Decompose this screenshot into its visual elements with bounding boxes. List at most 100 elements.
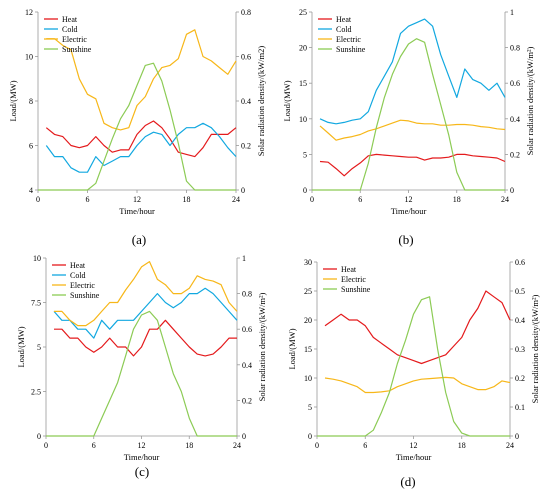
x-tick-label: 24 [501,195,509,204]
legend-label: Sunshine [336,45,366,54]
y-tick-label: 0 [303,186,307,195]
y2-tick-label: 0.6 [241,53,251,62]
y-tick-label: 20 [304,316,312,325]
panel-caption: (a) [132,232,146,247]
x-tick-label: 18 [183,195,191,204]
series-line-heat [324,290,511,365]
legend-label: Cold [336,25,352,34]
y-tick-label: 15 [299,79,307,88]
y2-axis-label: Solar radiation density/(kW/m2) [256,46,266,157]
y-tick-label: 0 [308,432,312,441]
series-line-electric [324,376,511,394]
x-tick-label: 12 [410,441,418,450]
y-tick-label: 6 [29,142,33,151]
series-line-electric [319,119,506,141]
x-tick-label: 18 [453,195,461,204]
y-tick-label: 8 [29,97,33,106]
y2-tick-label: 0.6 [242,325,252,334]
y2-tick-label: 0.2 [242,396,252,405]
y-tick-label: 5 [308,403,312,412]
legend-label: Heat [341,265,357,274]
chart-panel-3: 0 6 12 18 2402.557.51000.20.40.60.81Time/hou… [16,254,267,479]
legend-label: Electric [336,35,361,44]
legend-label: Cold [70,271,86,280]
y2-tick-label: 0 [241,186,245,195]
legend-label: Heat [70,261,86,270]
x-tick-label: 24 [232,195,240,204]
y-axis-label: Load/(MW) [8,80,18,121]
legend-label: Sunshine [341,285,371,294]
y2-tick-label: 1 [510,8,514,17]
y-tick-label: 5 [303,150,307,159]
y-tick-label: 25 [304,287,312,296]
y2-tick-label: 0.5 [515,287,525,296]
legend-label: Electric [62,35,87,44]
series-line-sunshine [312,38,505,191]
y2-tick-label: 0.4 [515,316,525,325]
series-line-heat [319,153,506,177]
y-tick-label: 25 [299,8,307,17]
legend-label: Cold [62,25,78,34]
series-line-electric [54,261,238,327]
y2-tick-label: 0.2 [241,142,251,151]
y2-tick-label: 0 [510,186,514,195]
y-tick-label: 12 [25,8,33,17]
x-axis-label: Time/hour [119,206,155,216]
y-tick-label: 0 [37,432,41,441]
y2-tick-label: 0 [515,432,519,441]
y2-tick-label: 0.4 [241,97,251,106]
y-tick-label: 15 [304,345,312,354]
panel-caption: (d) [400,474,415,489]
y2-tick-label: 0 [242,432,246,441]
series-line-heat [54,319,237,357]
x-axis-label: Time/hour [391,206,427,216]
y2-tick-label: 0.4 [242,361,252,370]
y2-tick-label: 0.2 [510,150,520,159]
y-tick-label: 20 [299,44,307,53]
y2-axis-label: Solar radiation density/(kW/m²) [530,294,540,403]
y2-tick-label: 0.8 [242,290,252,299]
y-tick-label: 7.5 [31,299,41,308]
y2-axis-label: Solar radiation density/(kW/m²) [257,292,267,401]
x-tick-label: 12 [133,195,141,204]
y2-tick-label: 0.6 [515,258,525,267]
y2-axis-label: Solar radiation density/(kW/m²) [525,46,535,155]
series-line-cold [45,122,237,173]
series-line-heat [45,120,237,158]
y-tick-label: 10 [299,115,307,124]
x-tick-label: 24 [506,441,514,450]
x-tick-label: 12 [405,195,413,204]
x-tick-label: 6 [358,195,362,204]
series-line-cold [319,18,506,125]
x-tick-label: 6 [86,195,90,204]
y2-tick-label: 0.8 [510,44,520,53]
legend-label: Electric [70,281,95,290]
y-axis-label: Load/(MW) [282,80,292,121]
chart-panel-4: 0 6 12 18 2405101520253000.10.20.30.40.50.6T… [287,258,540,489]
y-tick-label: 10 [25,53,33,62]
x-tick-label: 24 [233,441,241,450]
y-tick-label: 30 [304,258,312,267]
x-tick-label: 18 [185,441,193,450]
y2-tick-label: 0.3 [515,345,525,354]
series-line-electric [46,29,237,131]
y-axis-label: Load/(MW) [16,326,26,367]
y-tick-label: 10 [304,374,312,383]
x-axis-label: Time/hour [396,452,432,462]
series-line-sunshine [317,296,510,437]
legend-label: Heat [62,15,78,24]
y2-tick-label: 0.4 [510,115,520,124]
chart-panel-1: 0 6 12 18 24 4 6 8 10 12 0 0.2 0.4 0.6 0.8 Time/hour Loa… [8,8,266,247]
series-line-sunshine [38,62,236,191]
x-tick-label: 0 [310,195,314,204]
x-tick-label: 6 [363,441,367,450]
panel-caption: (b) [398,232,413,247]
y2-tick-label: 0.1 [515,403,525,412]
legend-label: Sunshine [62,45,92,54]
y-tick-label: 4 [29,186,33,195]
x-tick-label: 6 [92,441,96,450]
legend-label: Sunshine [70,291,100,300]
y-tick-label: 10 [33,254,41,263]
series-line-sunshine [46,310,237,437]
